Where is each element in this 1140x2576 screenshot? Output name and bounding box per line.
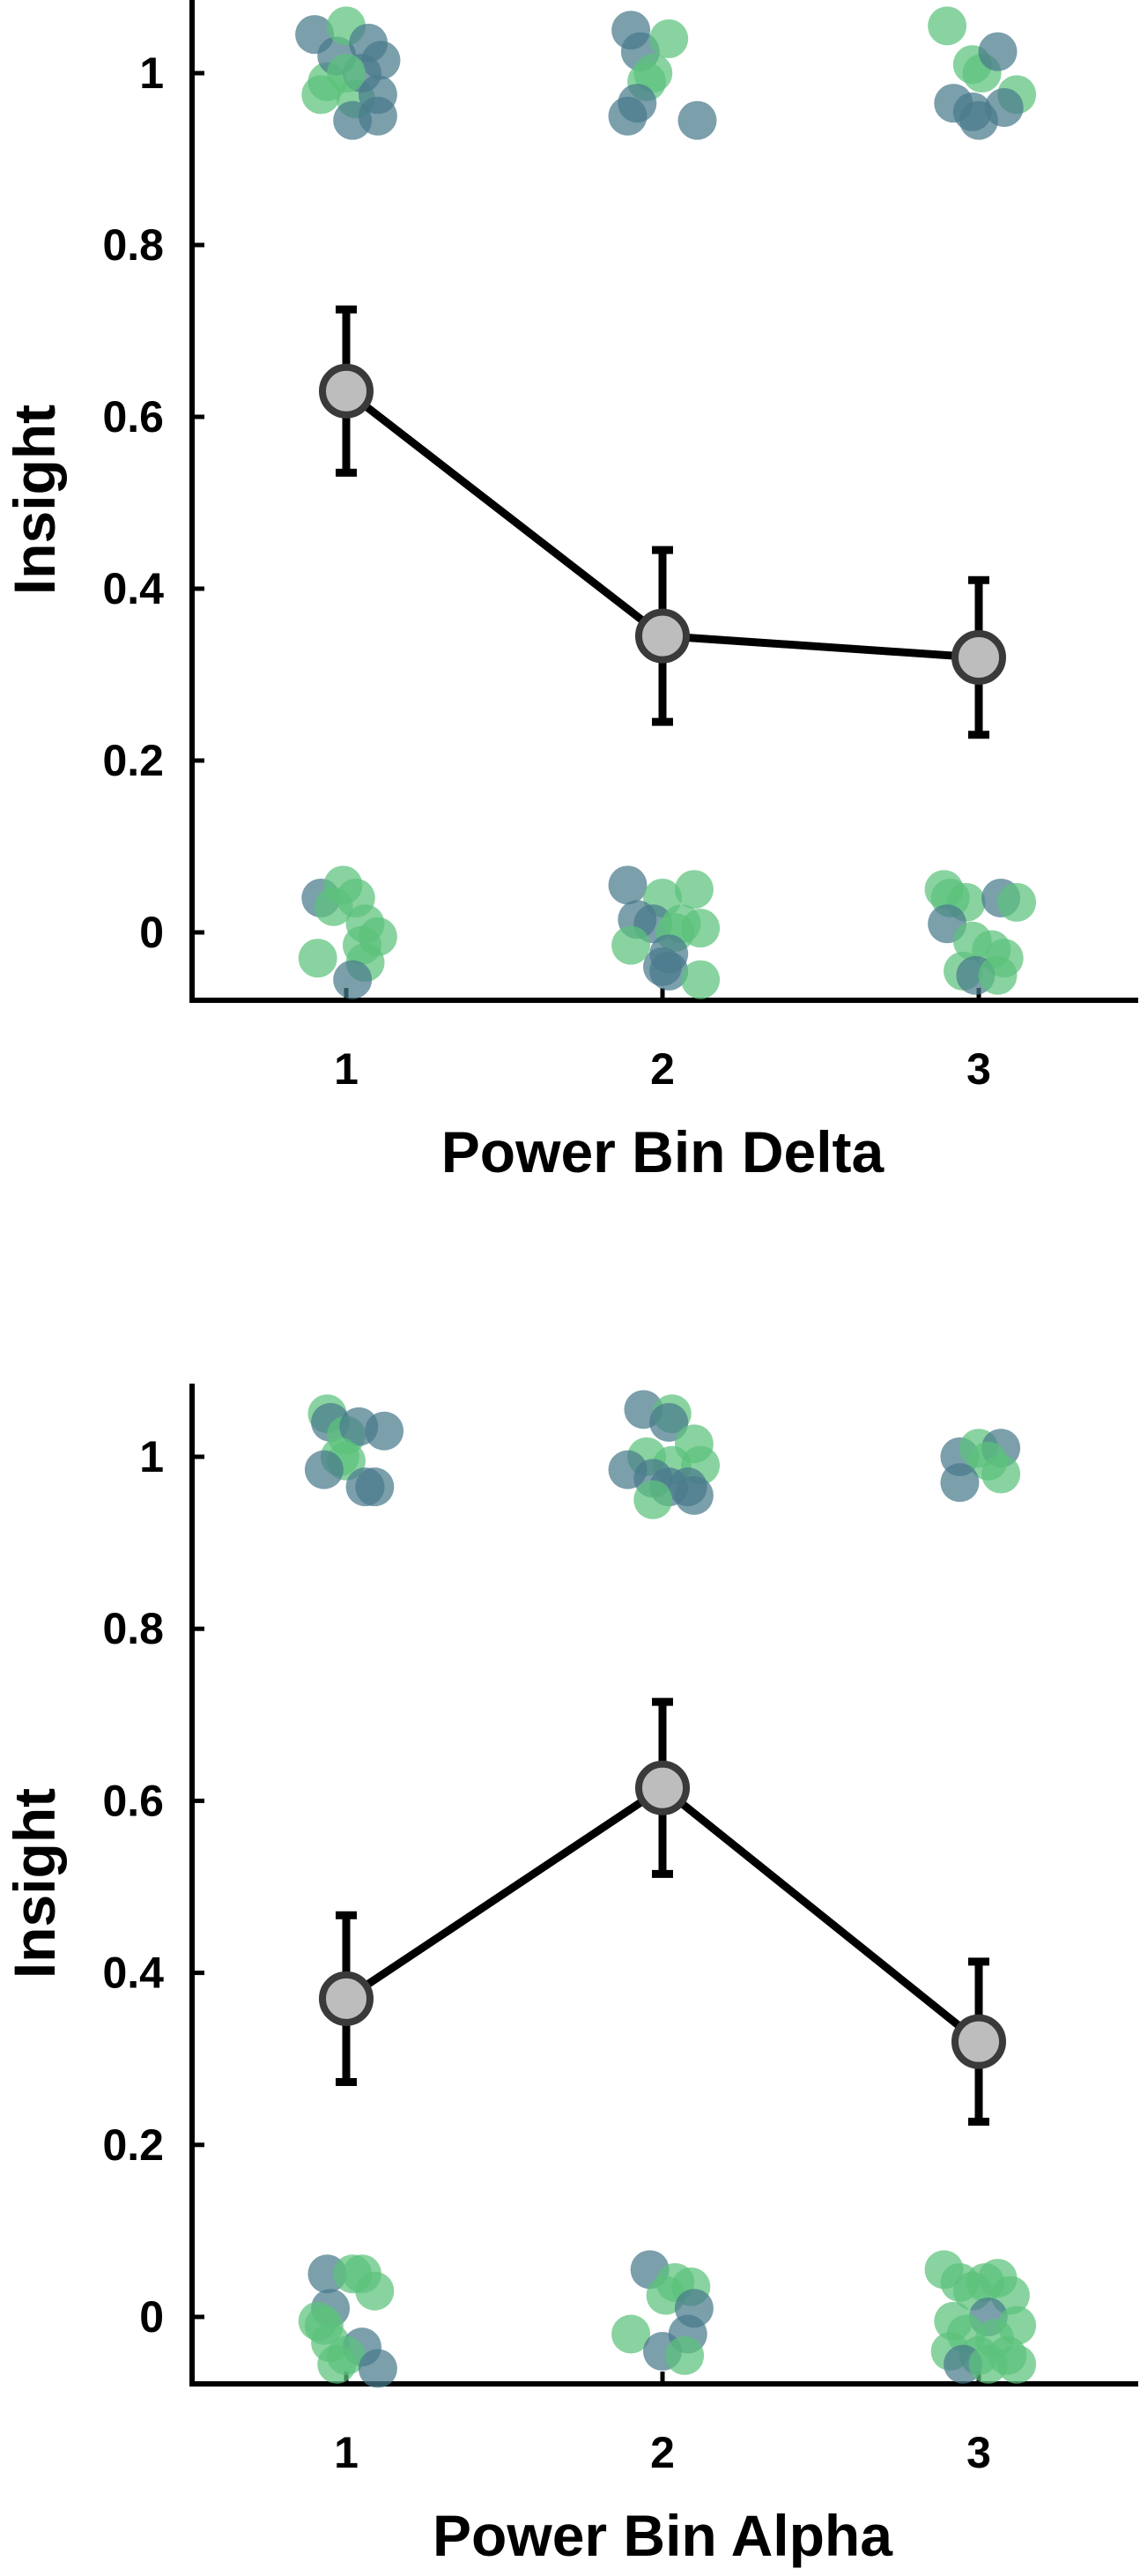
data-point (681, 960, 721, 999)
data-point (649, 951, 689, 991)
y-tick-label: 0.8 (102, 1604, 164, 1653)
data-point (304, 1450, 344, 1489)
data-point (978, 32, 1018, 71)
data-point (355, 1467, 395, 1507)
data-point (674, 870, 714, 909)
y-tick-label: 0.2 (102, 736, 164, 785)
x-tick-label: 2 (650, 1044, 675, 1094)
data-point (608, 865, 648, 905)
data-point (997, 882, 1037, 922)
mean-marker (319, 1971, 374, 2026)
data-point (611, 2314, 651, 2354)
y-tick-label: 0.2 (102, 2120, 164, 2170)
y-tick-label: 0 (139, 908, 164, 957)
data-point (633, 54, 673, 93)
data-point (978, 955, 1018, 995)
data-point (940, 1463, 980, 1503)
x-tick-label: 2 (650, 2428, 675, 2477)
y-tick-label: 0.4 (102, 1949, 164, 1998)
mean-marker (635, 1760, 690, 1815)
data-point (981, 1454, 1021, 1494)
y-tick-label: 1 (139, 48, 164, 98)
data-point (959, 100, 998, 140)
y-axis-label: Insight (2, 405, 67, 595)
data-point (665, 2335, 705, 2375)
data-point (928, 6, 967, 46)
data-point (317, 2344, 357, 2384)
data-point (674, 1475, 714, 1515)
mean-marker (951, 2014, 1006, 2069)
x-tick-label: 3 (966, 1044, 991, 1094)
x-tick-label: 3 (966, 2428, 991, 2477)
data-point (649, 19, 689, 58)
x-tick-label: 1 (334, 1044, 359, 1094)
data-point (633, 1480, 673, 1519)
data-point (365, 1411, 404, 1451)
y-tick-label: 0 (139, 2292, 164, 2342)
data-point (333, 960, 373, 999)
data-point (681, 909, 721, 948)
data-point (968, 2344, 1008, 2384)
data-point (301, 75, 341, 115)
y-axis-label: Insight (2, 1788, 67, 1978)
data-point (608, 96, 648, 136)
y-tick-label: 0.8 (102, 220, 164, 270)
y-tick-label: 1 (139, 1432, 164, 1481)
alpha-panel: 0 0.2 0.4 0.6 0.8 1 1 2 3 Power Bin Alpha Insight (2, 1384, 1138, 2568)
mean-marker (319, 363, 374, 419)
y-tick-label: 0.6 (102, 1776, 164, 1825)
data-point (611, 925, 651, 965)
mean-marker (635, 608, 690, 664)
data-point (355, 2271, 395, 2311)
data-point (327, 54, 366, 93)
data-point (649, 1402, 689, 1442)
mean-marker (951, 630, 1006, 685)
data-point (677, 100, 717, 140)
data-point (358, 2349, 397, 2388)
x-tick-label: 1 (334, 2428, 359, 2477)
x-axis-label: Power Bin Delta (441, 1119, 885, 1184)
data-point (298, 939, 337, 978)
delta-panel: 0 0.2 0.4 0.6 0.8 1 1 2 3 Power Bin Delta Insight (2, 0, 1138, 1184)
data-point (361, 41, 401, 80)
data-point (997, 2344, 1037, 2384)
data-point (358, 96, 397, 136)
y-tick-label: 0.4 (102, 564, 164, 613)
y-tick-label: 0.6 (102, 392, 164, 442)
x-axis-label: Power Bin Alpha (433, 2503, 893, 2568)
